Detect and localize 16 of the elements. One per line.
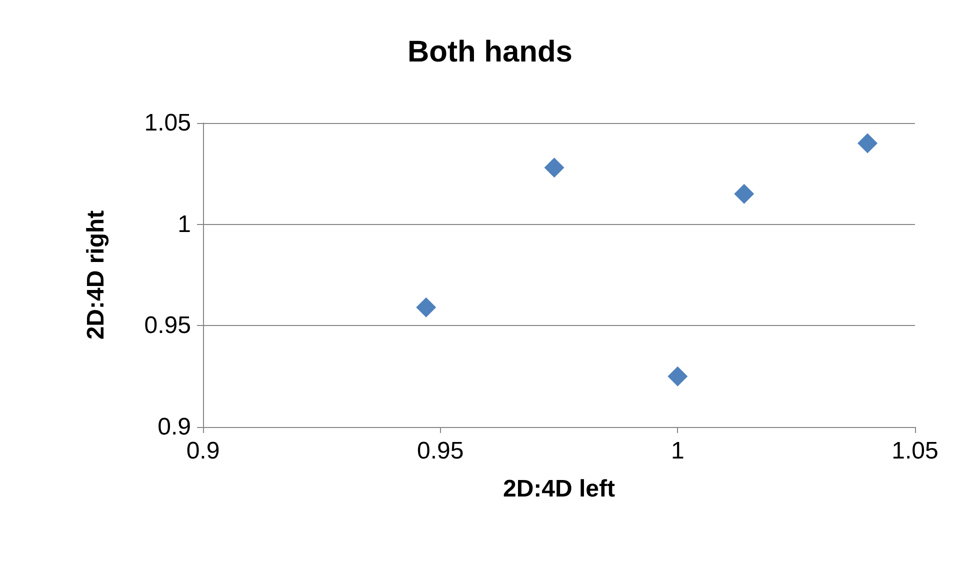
point	[416, 297, 436, 318]
x-tick-label: 1	[670, 438, 684, 464]
y-tick-label: 1.05	[144, 110, 191, 136]
y-axis-title: 2D:4D right	[82, 210, 110, 340]
y-tick-label: 0.9	[158, 414, 191, 440]
x-axis-title: 2D:4D left	[502, 476, 616, 502]
y-tick-label: 1	[178, 210, 191, 238]
x-tick-label: 1.05	[892, 438, 938, 464]
point	[544, 158, 564, 178]
x-tick-label: 0.9	[186, 438, 220, 464]
point	[734, 184, 754, 204]
point	[668, 366, 688, 386]
y-tick-label: 0.95	[144, 312, 191, 340]
point	[858, 133, 878, 154]
chart-title: Both hands	[408, 36, 572, 68]
x-tick-label: 0.95	[416, 438, 464, 464]
